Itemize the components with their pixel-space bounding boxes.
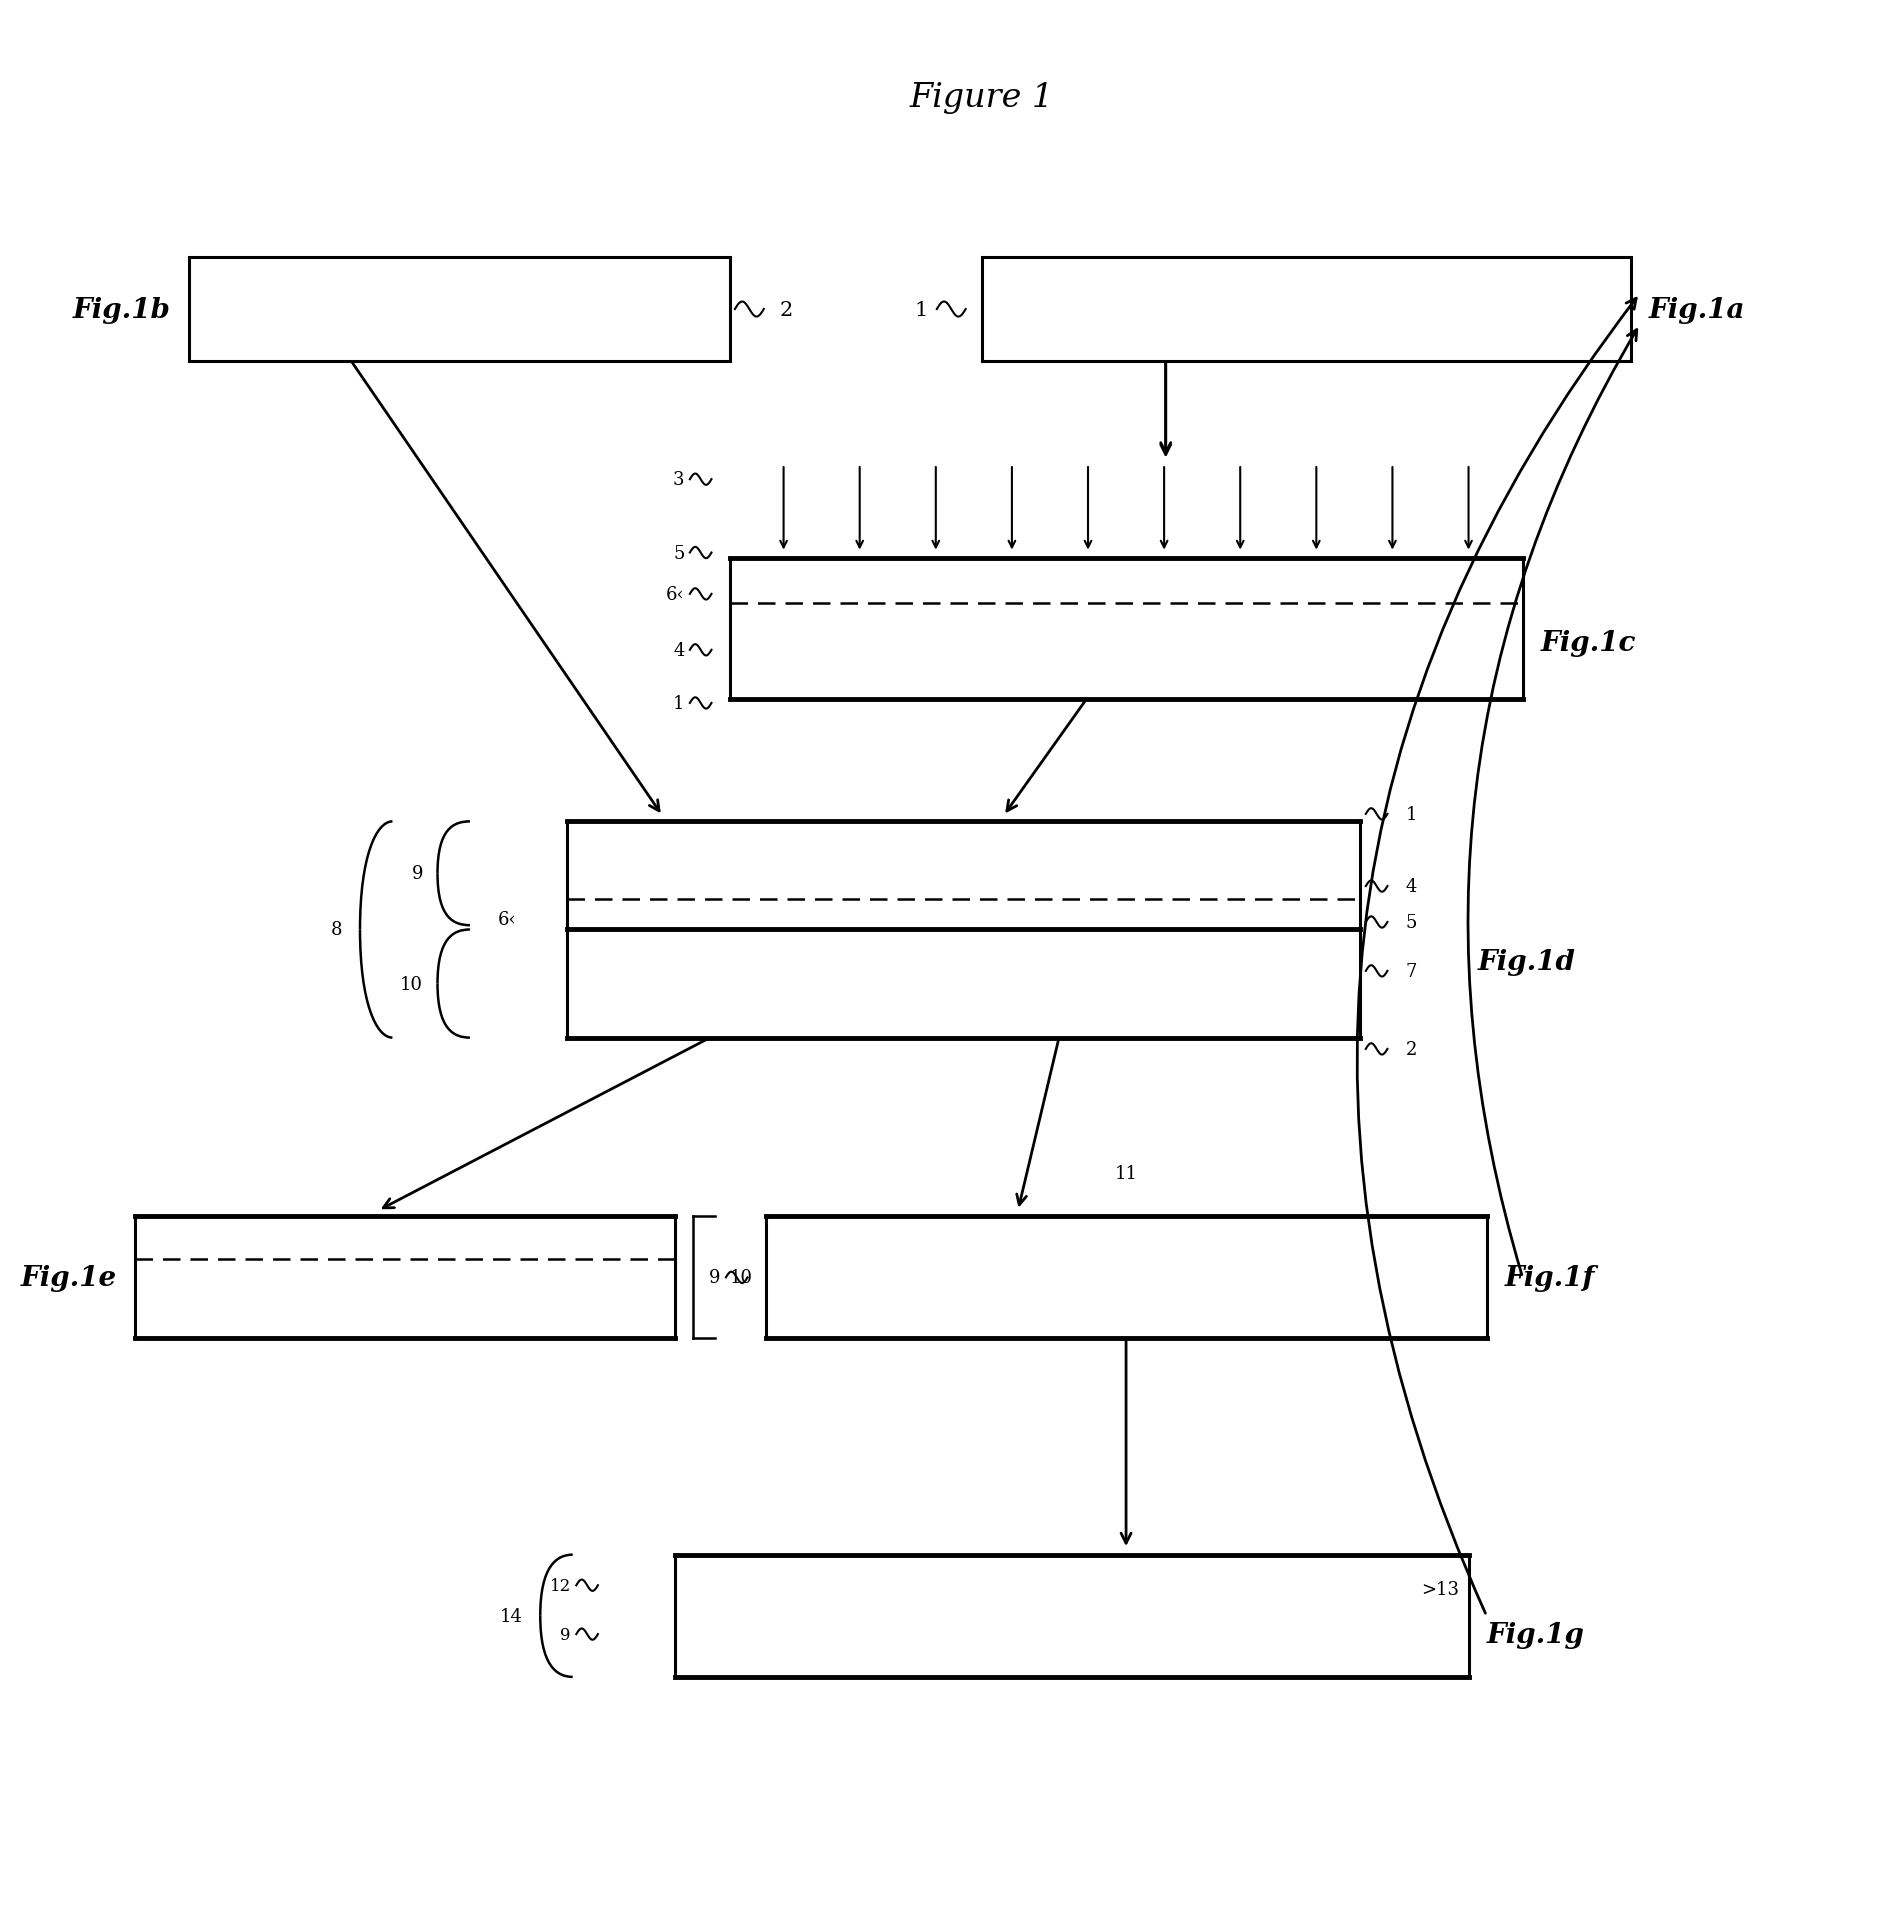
Bar	[567, 822, 1360, 1037]
Text: 11: 11	[1115, 1165, 1138, 1182]
Bar	[190, 257, 730, 362]
Text: 6‹: 6‹	[666, 585, 685, 603]
Text: Fig.1c: Fig.1c	[1540, 629, 1635, 656]
Text: 9: 9	[412, 866, 423, 883]
Text: >13: >13	[1421, 1581, 1459, 1598]
Bar	[983, 257, 1631, 362]
Text: Fig.1d: Fig.1d	[1478, 950, 1575, 976]
Bar	[675, 1554, 1468, 1676]
Text: 1: 1	[914, 301, 928, 318]
Text: 10: 10	[730, 1268, 753, 1287]
Text: 4: 4	[673, 641, 685, 660]
Text: 5: 5	[1406, 913, 1417, 931]
Text: 2: 2	[780, 301, 793, 318]
Text: 4: 4	[1406, 877, 1417, 896]
Text: 7: 7	[1406, 963, 1417, 980]
Text: 3: 3	[673, 471, 685, 488]
Bar	[766, 1217, 1487, 1339]
Text: 2: 2	[1406, 1041, 1417, 1058]
Text: Fig.1a: Fig.1a	[1648, 296, 1745, 324]
Text: Fig.1f: Fig.1f	[1504, 1264, 1595, 1291]
Text: 1: 1	[673, 694, 685, 713]
Text: Fig.1g: Fig.1g	[1487, 1621, 1584, 1648]
Text: Fig.1e: Fig.1e	[21, 1264, 116, 1291]
Text: 14: 14	[499, 1608, 522, 1625]
Text: 9: 9	[560, 1627, 571, 1642]
Text: 1: 1	[1406, 805, 1417, 824]
Text: Fig.1b: Fig.1b	[72, 296, 171, 324]
Bar	[730, 559, 1523, 700]
Text: Figure 1: Figure 1	[911, 82, 1055, 114]
Text: 6‹: 6‹	[499, 910, 516, 929]
Text: 12: 12	[550, 1577, 571, 1594]
Text: 9: 9	[709, 1268, 721, 1287]
FancyArrowPatch shape	[1356, 299, 1637, 1613]
Bar	[135, 1217, 675, 1339]
FancyArrowPatch shape	[1468, 330, 1637, 1276]
Text: 5: 5	[673, 543, 685, 563]
Text: 10: 10	[400, 974, 423, 994]
Text: 8: 8	[330, 921, 341, 938]
